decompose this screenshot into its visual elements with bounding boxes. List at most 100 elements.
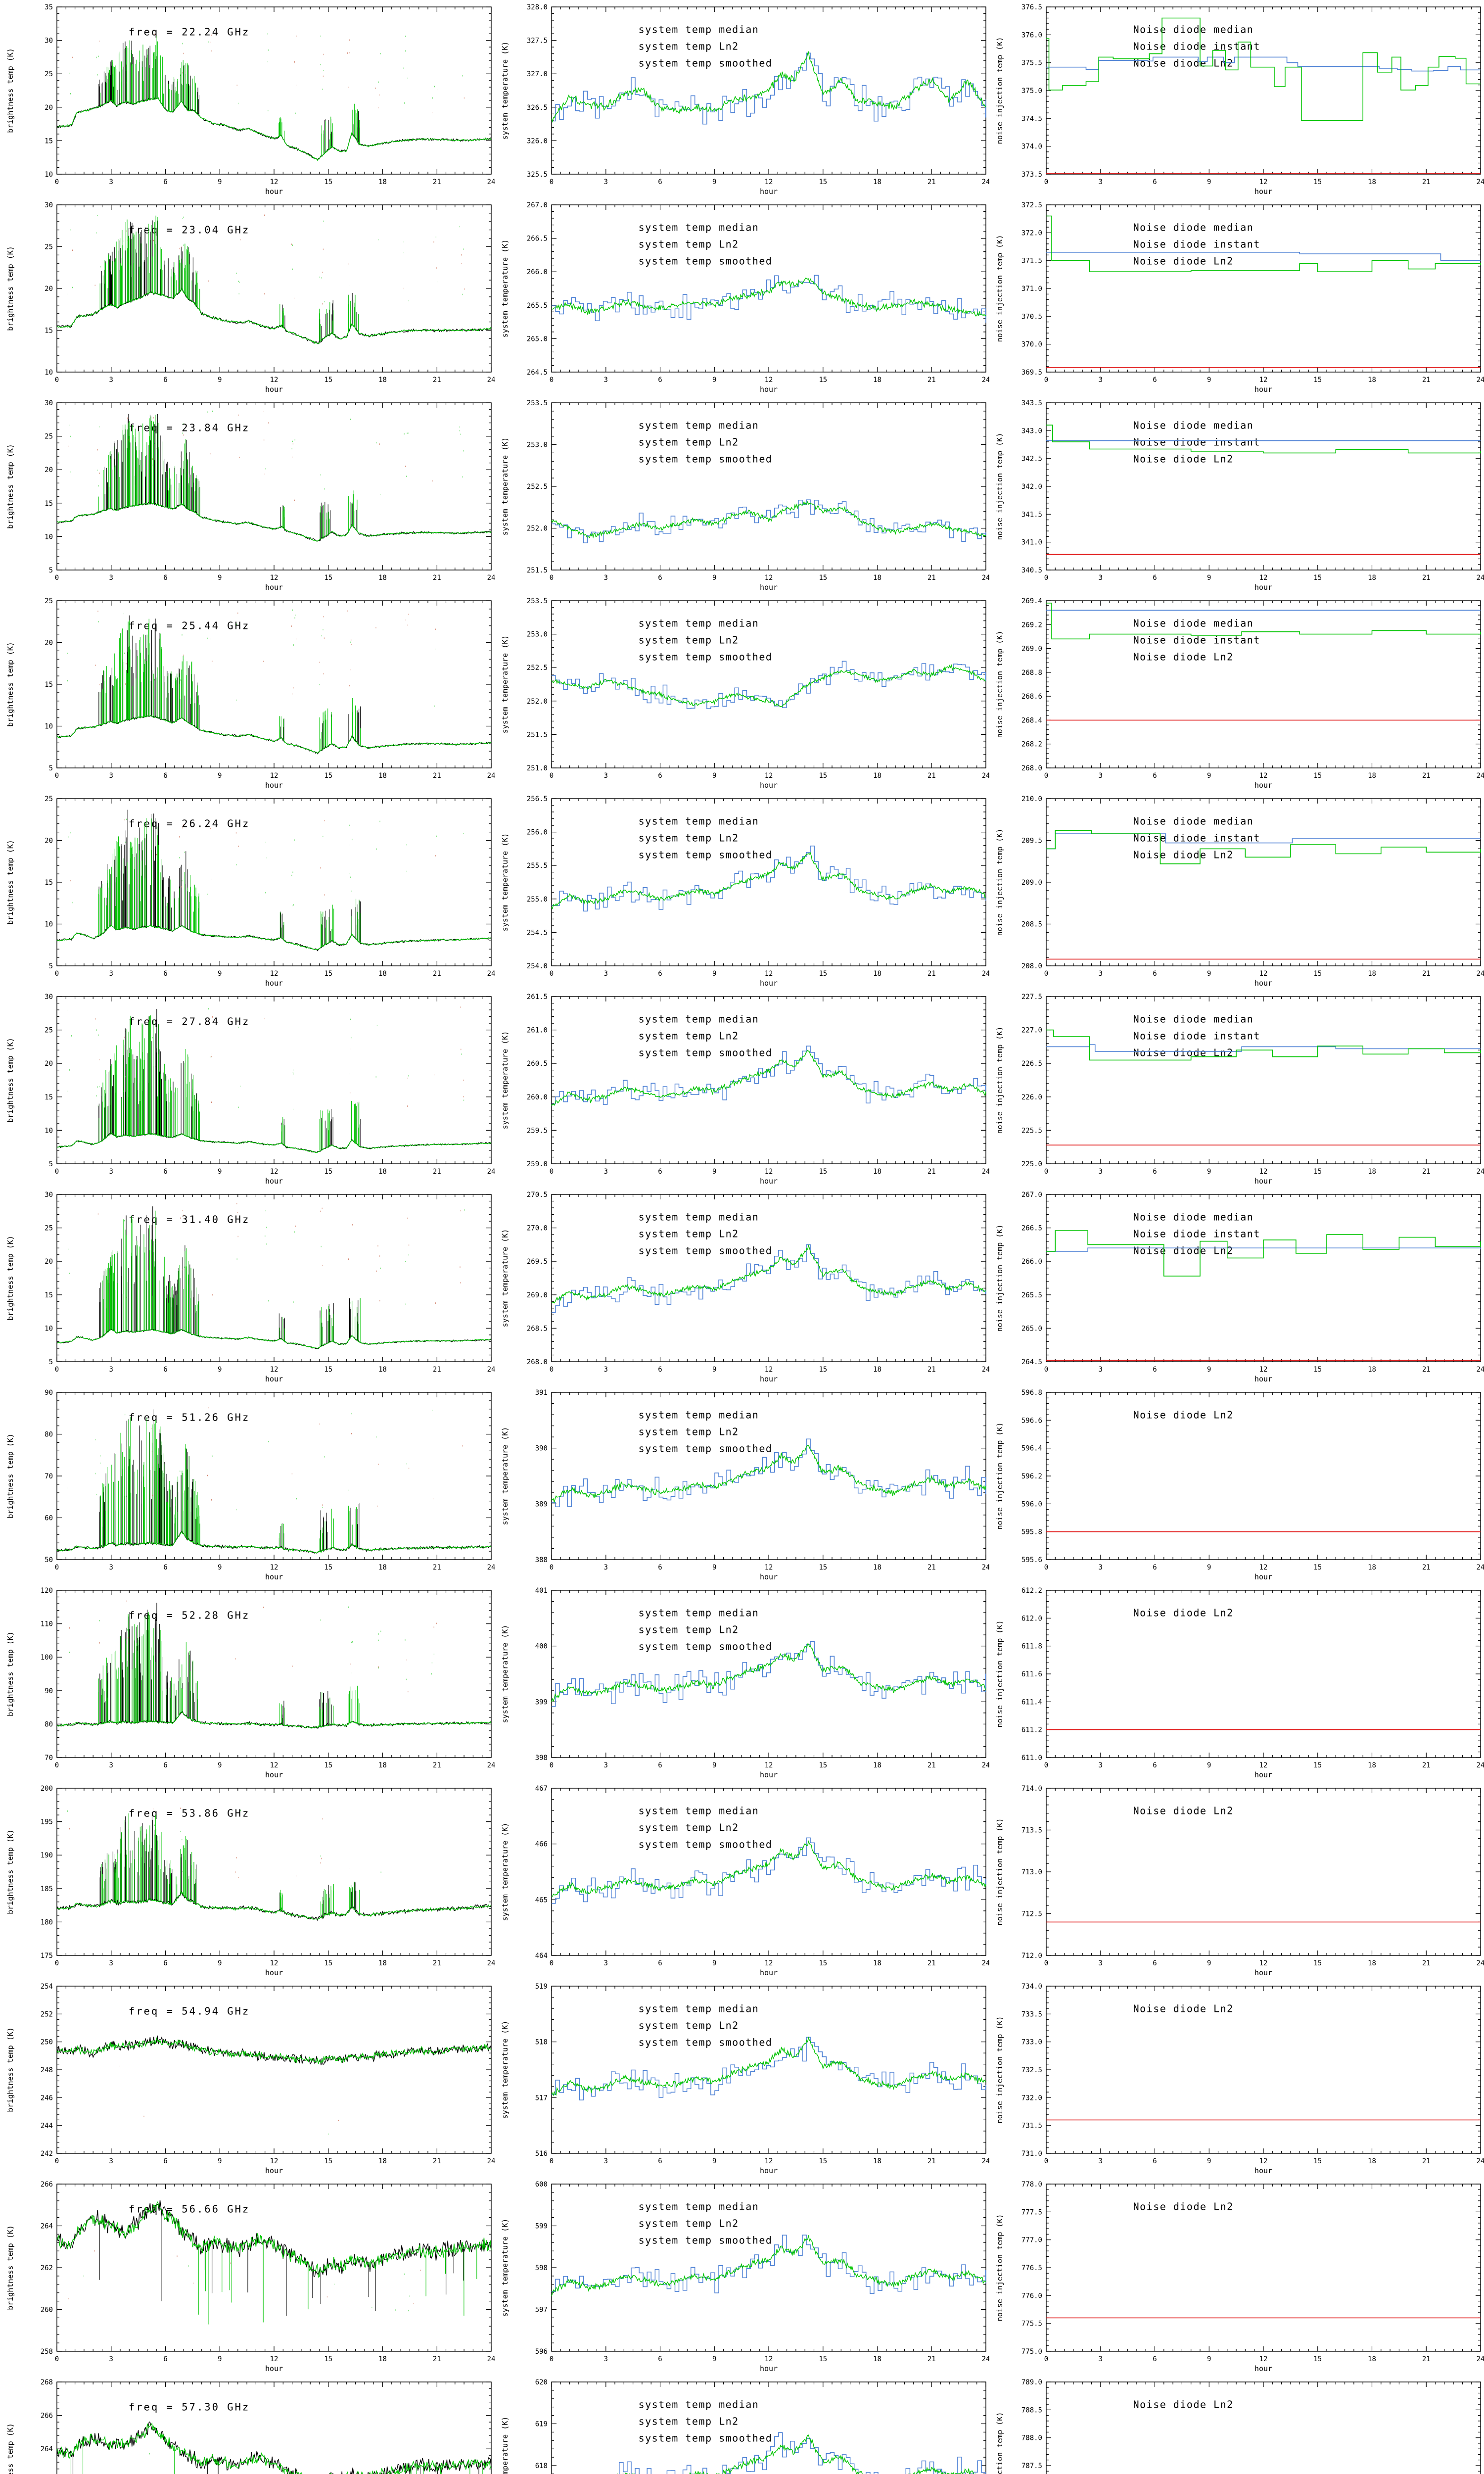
x-tick-label: 0 — [55, 178, 59, 186]
x-tick-label: 15 — [819, 376, 827, 384]
spikes-green — [99, 618, 361, 752]
series-line — [57, 1329, 492, 1349]
plot-row3-right: 0 3 6 9 12 15 18 21 24 340.5 341.0 341.5 342.0 342.5 3… — [989, 396, 1484, 594]
x-tick-label: 3 — [109, 1366, 113, 1374]
x-tick-label: 6 — [658, 1564, 662, 1571]
legend-entry: Noise diode Ln2 — [1133, 651, 1234, 663]
x-tick-label: 12 — [765, 376, 773, 384]
y-tick-label: 200 — [41, 1785, 53, 1793]
x-tick-label: 18 — [1368, 574, 1376, 582]
x-tick-label: 21 — [928, 1761, 936, 1769]
x-axis-label: hour — [760, 385, 778, 394]
plot-svg-row5-left: 0 3 6 9 12 15 18 21 24 5 10 15 20 25 brightness temp (… — [6, 795, 495, 988]
y-axis-label: system temperature (K) — [501, 1427, 510, 1525]
x-tick-label: 21 — [928, 2355, 936, 2363]
legend-entry: Noise diode median — [1133, 23, 1254, 35]
y-tick-label: 775.5 — [1021, 2320, 1042, 2328]
y-tick-label: 225.5 — [1021, 1127, 1042, 1135]
outlier-dots-red — [68, 2250, 421, 2318]
y-tick-label: 369.5 — [1021, 369, 1042, 377]
plot-row11-right: 0 3 6 9 12 15 18 21 24 731.0 731.5 732.0 732.5 733.0 7… — [989, 1979, 1484, 2177]
y-tick-label: 10 — [45, 533, 53, 541]
y-tick-label: 90 — [45, 1687, 53, 1695]
x-tick-label: 9 — [712, 2157, 716, 2165]
x-tick-label: 9 — [1207, 1366, 1211, 1374]
x-tick-label: 3 — [1099, 178, 1103, 186]
x-tick-label: 15 — [1313, 772, 1322, 780]
plot-frame — [1046, 6, 1481, 175]
x-tick-label: 12 — [270, 2355, 278, 2363]
x-tick-label: 21 — [1422, 1366, 1431, 1374]
y-tick-label: 267.0 — [527, 201, 548, 209]
y-tick-label: 20 — [45, 1060, 53, 1068]
x-tick-label: 18 — [873, 1564, 881, 1571]
y-axis-label: noise injection temp (K) — [995, 37, 1004, 144]
y-tick-label: 264.5 — [527, 369, 548, 377]
x-tick-label: 3 — [1099, 772, 1103, 780]
x-tick-label: 15 — [819, 178, 827, 186]
y-tick-label: 516 — [535, 2150, 548, 2158]
x-axis-label: hour — [265, 1572, 283, 1581]
legend-entry: Noise diode instant — [1133, 1030, 1260, 1042]
y-tick-label: 596.4 — [1021, 1445, 1042, 1453]
outlier-dots-green — [68, 1209, 465, 1305]
series-line — [56, 502, 492, 542]
y-tick-label: 15 — [45, 327, 53, 335]
y-axis-label: noise injection temp (K) — [995, 235, 1004, 342]
plot-row8-mid: 0 3 6 9 12 15 18 21 24 388 389 390 391 system tempera… — [495, 1385, 989, 1583]
plot-svg-row11-mid: 0 3 6 9 12 15 18 21 24 516 517 518 519 system tempera… — [501, 1983, 989, 2175]
y-tick-label: 20 — [45, 837, 53, 845]
x-tick-label: 6 — [1153, 772, 1157, 780]
legend-entry: system temp median — [639, 221, 759, 233]
x-tick-label: 12 — [1259, 1564, 1268, 1571]
plot-frame — [56, 6, 492, 175]
y-tick-label: 371.0 — [1021, 285, 1042, 293]
x-axis-label: hour — [1254, 1968, 1272, 1977]
y-tick-label: 374.0 — [1021, 143, 1042, 151]
y-tick-label: 266 — [41, 2181, 53, 2189]
axis-ticks — [1046, 1392, 1481, 1560]
x-tick-label: 9 — [218, 376, 222, 384]
plot-row1-right: 0 3 6 9 12 15 18 21 24 373.5 374.0 374.5 375.0 375.5 3… — [989, 0, 1484, 198]
x-tick-label: 15 — [1313, 2157, 1322, 2165]
axis-ticks — [551, 2184, 986, 2352]
y-tick-label: 252.0 — [527, 525, 548, 533]
x-tick-label: 18 — [378, 376, 387, 384]
plot-svg-row3-mid: 0 3 6 9 12 15 18 21 24 251.5 252.0 252.5 253.0 253.5 s… — [501, 399, 989, 592]
x-tick-label: 12 — [1259, 1959, 1268, 1967]
x-tick-label: 18 — [873, 772, 881, 780]
y-tick-label: 268.8 — [1021, 669, 1042, 677]
x-axis-label: hour — [1254, 583, 1272, 592]
x-axis-label: hour — [1254, 2166, 1272, 2175]
axis-ticks — [56, 600, 492, 768]
x-tick-label: 6 — [658, 772, 662, 780]
legend-entry: system temp Ln2 — [639, 1030, 739, 1042]
x-tick-label: 9 — [712, 970, 716, 978]
y-axis-label: system temperature (K) — [501, 2021, 510, 2119]
x-tick-label: 12 — [270, 178, 278, 186]
x-tick-label: 15 — [324, 1168, 332, 1176]
series-line — [56, 2201, 492, 2278]
x-tick-label: 9 — [218, 1564, 222, 1571]
outlier-dots-green — [69, 410, 464, 495]
x-tick-label: 0 — [55, 1366, 59, 1374]
plot-frame — [1046, 600, 1481, 768]
series-step-line — [552, 1837, 986, 1904]
x-tick-label: 3 — [604, 1366, 608, 1374]
plot-frame — [551, 600, 986, 768]
plot-svg-row11-left: 0 3 6 9 12 15 18 21 24 242 244 246 248 250 252 254 brigh… — [6, 1983, 495, 2175]
y-tick-label: 776.5 — [1021, 2264, 1042, 2272]
y-tick-label: 343.5 — [1021, 399, 1042, 407]
x-tick-label: 0 — [1044, 1959, 1048, 1967]
y-tick-label: 259.0 — [527, 1160, 548, 1168]
series-step-line — [1046, 830, 1481, 864]
outlier-dots-green — [67, 1008, 464, 1110]
legend-entry: Noise diode Ln2 — [1133, 1805, 1234, 1816]
x-tick-label: 0 — [550, 772, 554, 780]
y-tick-label: 612.0 — [1021, 1615, 1042, 1622]
plot-row12-left: 0 3 6 9 12 15 18 21 24 258 260 262 264 266 brightness … — [0, 2177, 495, 2375]
x-tick-label: 15 — [1313, 1366, 1322, 1374]
y-tick-label: 341.5 — [1021, 511, 1042, 519]
y-tick-label: 375.5 — [1021, 59, 1042, 67]
x-tick-label: 18 — [378, 1959, 387, 1967]
